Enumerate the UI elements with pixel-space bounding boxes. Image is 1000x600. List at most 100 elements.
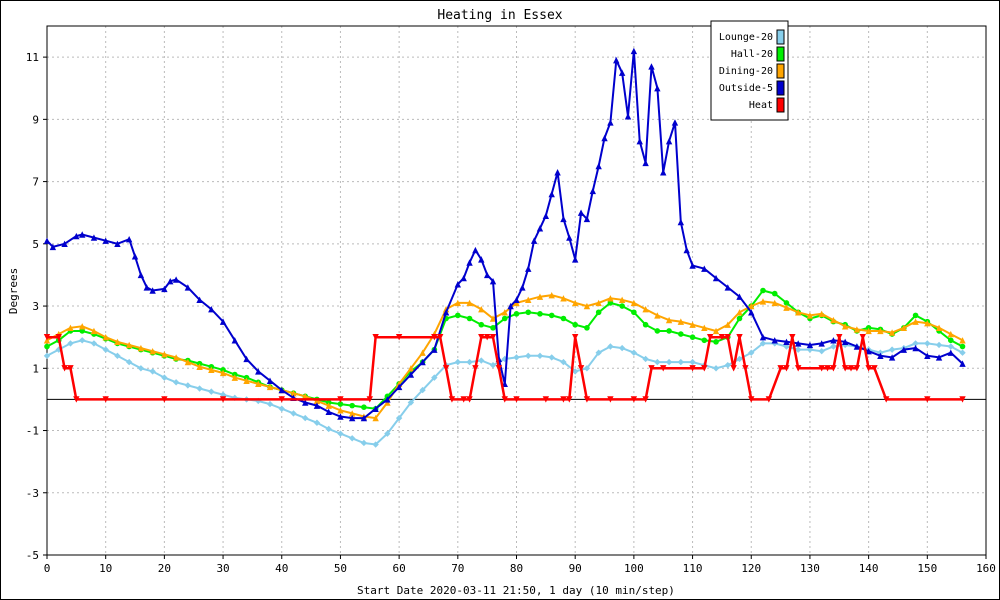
data-point [73,232,80,240]
data-point [348,435,356,442]
data-point [771,299,778,307]
data-point [847,365,855,372]
data-point [131,253,139,260]
data-point [208,388,215,395]
data-point [712,365,720,372]
data-point [472,246,479,254]
data-point [577,209,585,216]
data-point [478,305,485,313]
data-point [79,323,86,330]
y-tick-label: -3 [26,487,39,500]
y-tick-label: -5 [26,549,39,562]
data-point [442,309,450,316]
data-point [853,365,861,372]
data-point [760,287,766,294]
data-point [278,396,285,403]
data-point [548,190,555,198]
data-point [748,309,755,316]
data-point [472,365,479,372]
data-point [478,333,485,341]
data-point [865,327,872,335]
data-point [478,357,485,364]
data-point [395,414,403,422]
data-point [372,405,379,412]
series-lounge-20 [43,337,966,448]
data-point [777,365,784,372]
data-point [947,337,954,344]
data-point [959,396,966,403]
data-point [836,333,843,341]
legend-swatch [776,29,785,45]
data-point [566,396,573,403]
x-tick-label: 130 [800,562,820,575]
data-point [607,295,614,302]
data-point [841,323,849,330]
data-point [959,349,966,356]
data-point [677,318,685,325]
data-point [302,414,309,422]
data-point [888,346,896,353]
data-point [266,377,274,384]
data-point [912,318,919,325]
data-point [325,425,332,433]
data-point [613,57,620,64]
data-point [560,295,567,302]
data-point [853,326,861,333]
data-point [208,366,215,374]
data-point [44,343,50,350]
data-point [595,349,602,356]
data-point [577,365,585,372]
data-point [624,113,632,120]
data-point [67,365,74,372]
data-point [619,303,625,309]
data-point [830,337,837,344]
data-point [102,237,109,244]
data-point [959,337,966,344]
data-point [841,338,849,346]
plot-frame [46,25,987,556]
data-point [361,404,367,410]
data-point [677,358,685,366]
x-tick-label: 10 [99,562,112,575]
data-point [478,256,485,263]
data-point [525,265,532,272]
data-point [384,430,391,437]
data-point [489,333,497,341]
data-point [783,304,790,311]
data-point [114,240,121,248]
legend-swatch [776,97,785,113]
data-point [43,352,51,360]
data-point [631,309,637,316]
series-outside-5 [43,47,966,422]
data-point [736,309,743,316]
data-point [125,358,133,366]
data-point [824,365,831,372]
legend-swatch [776,80,785,96]
data-point [431,333,438,341]
data-point [501,315,508,322]
data-point [501,396,508,403]
data-point [125,341,133,349]
y-tick-label: 9 [32,113,39,126]
data-point [102,396,109,403]
data-point [795,365,802,372]
x-tick-label: 30 [216,562,229,575]
data-point [935,354,943,361]
data-point [530,237,538,244]
data-point [302,393,309,400]
data-point [466,299,473,307]
data-point [360,414,368,422]
data-point [771,290,778,297]
data-point [407,371,415,378]
data-point [566,234,573,241]
data-point [61,365,68,372]
data-point [865,347,872,355]
data-point [630,299,638,307]
data-point [419,349,426,356]
x-tick-label: 70 [451,562,464,575]
data-point [501,309,508,316]
data-point [102,333,109,341]
data-point [466,259,473,266]
data-point [677,218,685,226]
data-point [219,369,227,377]
